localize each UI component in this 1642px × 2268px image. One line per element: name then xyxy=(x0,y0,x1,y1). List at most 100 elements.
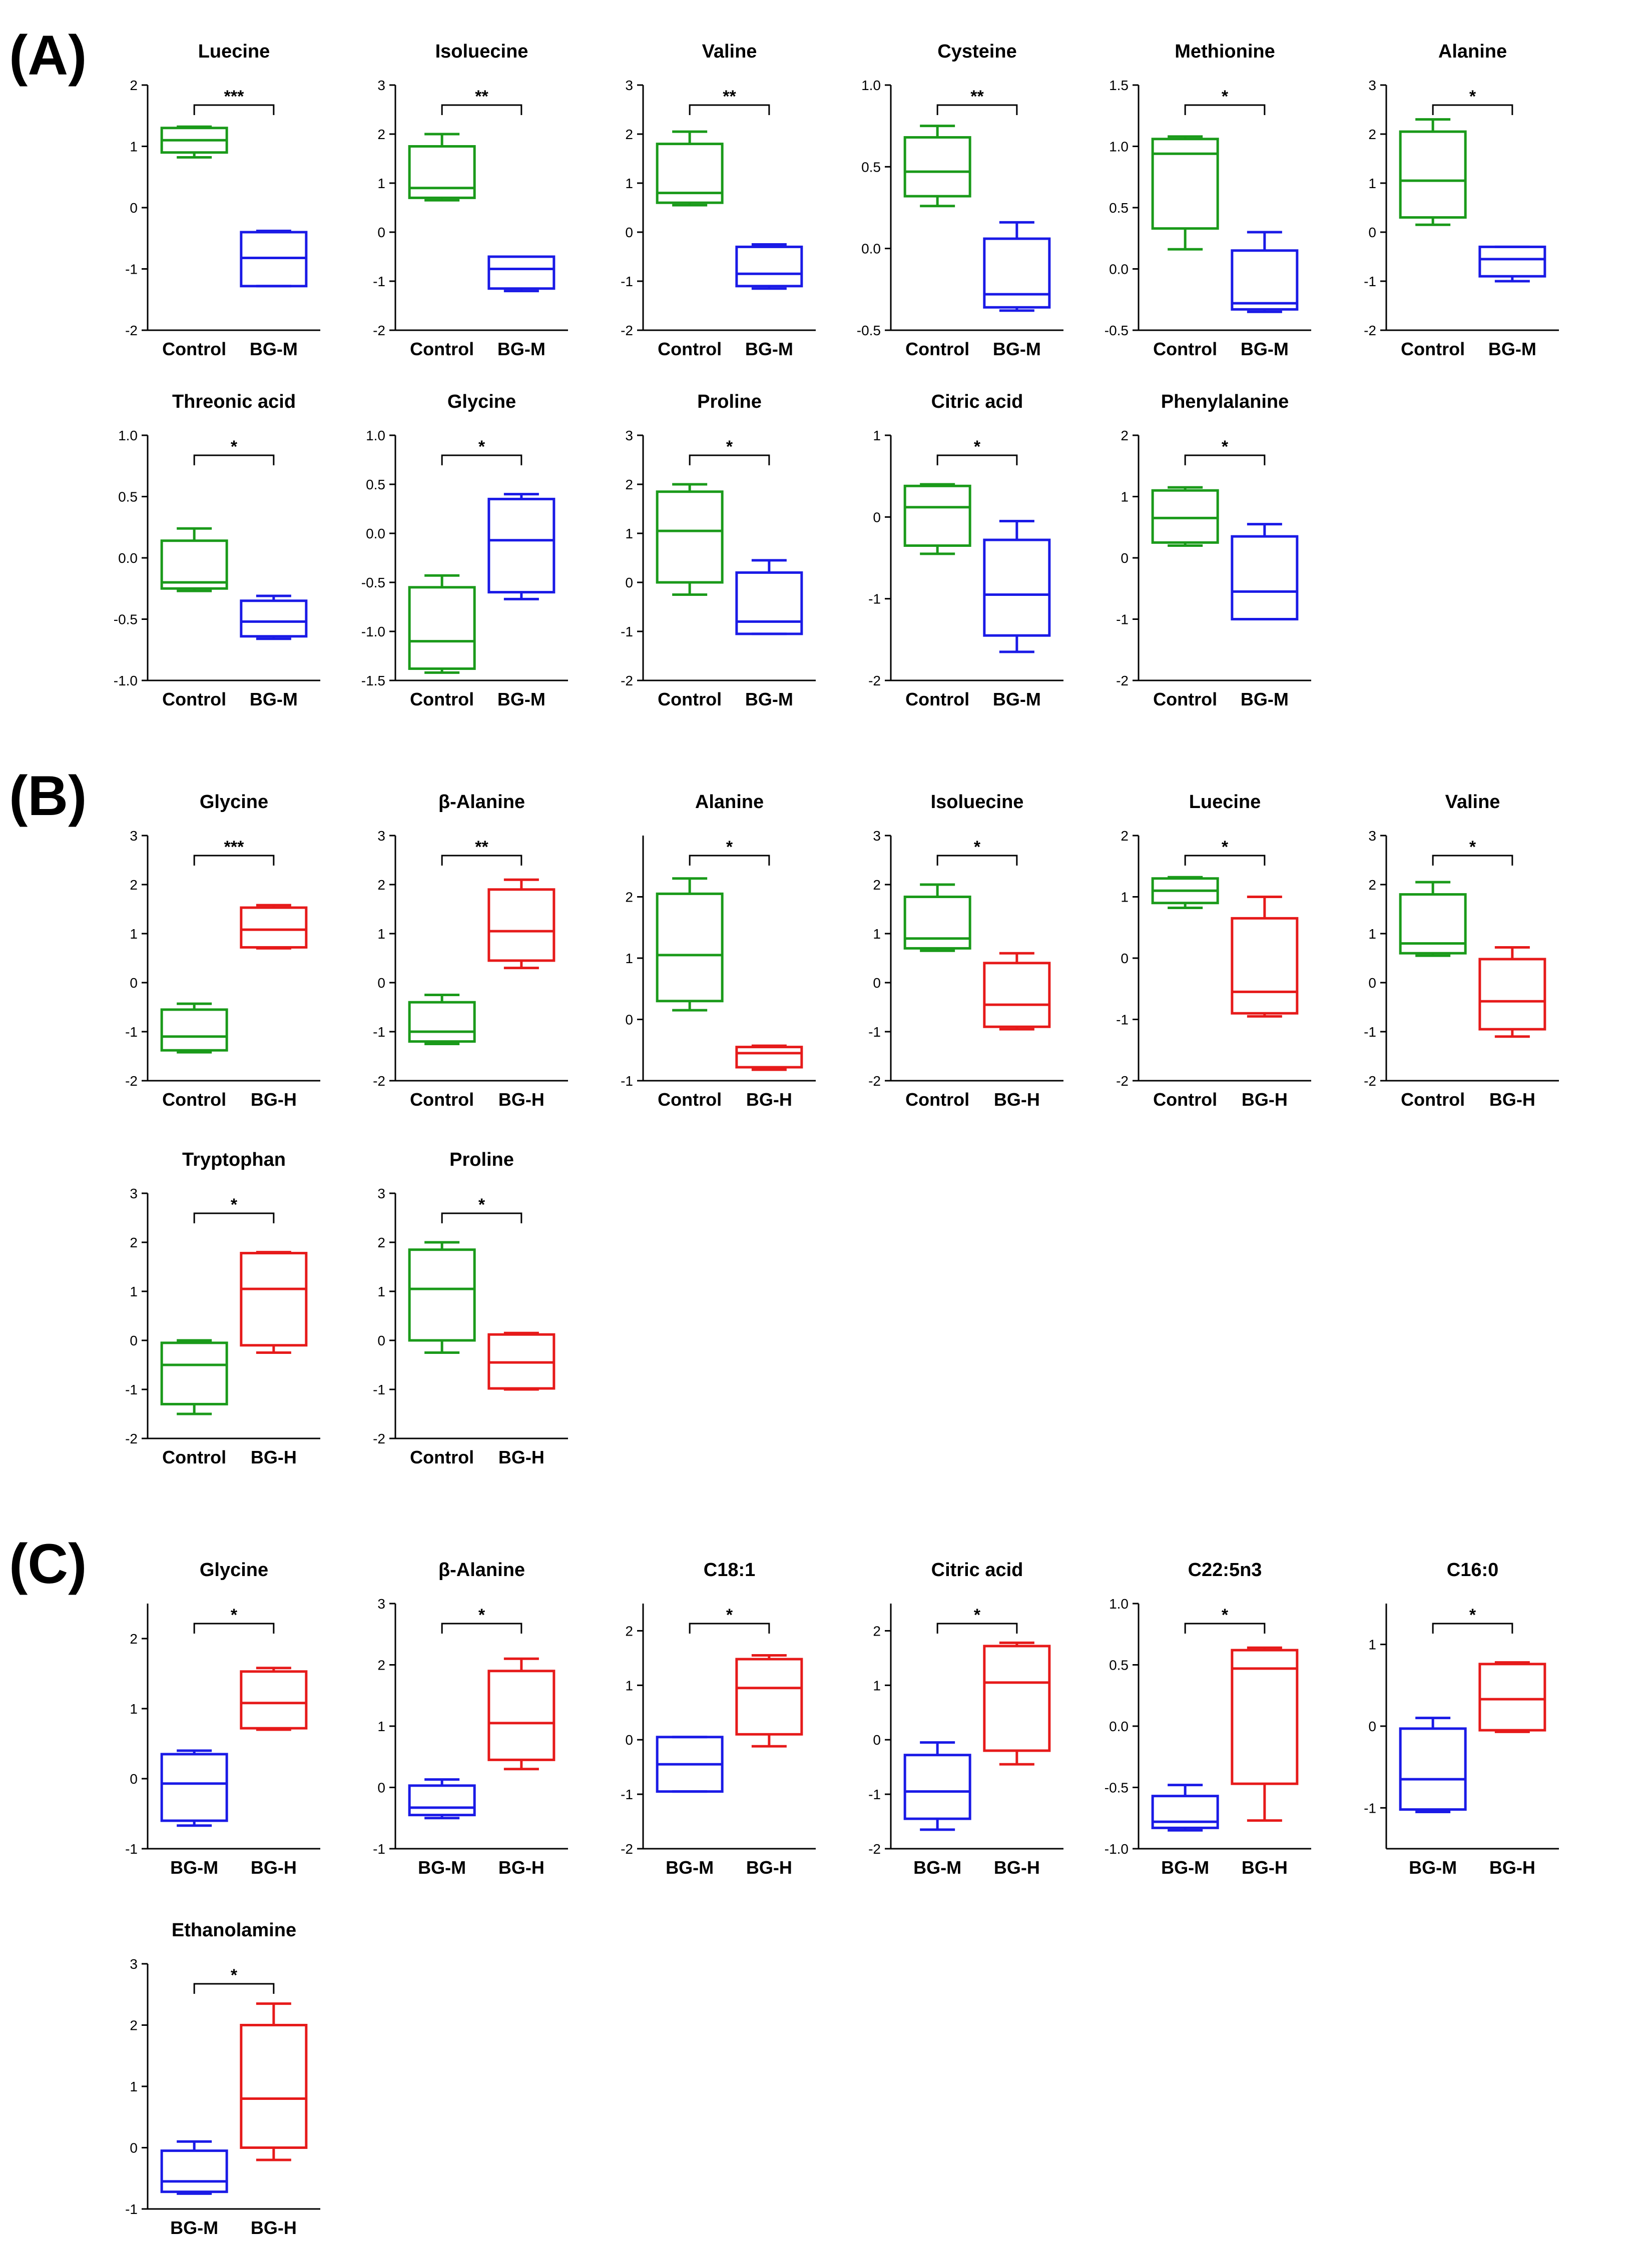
box-bg-m xyxy=(903,1741,971,1831)
y-tick-label: -1.0 xyxy=(1105,1841,1129,1857)
y-tick-label: 1 xyxy=(130,1284,138,1299)
y-tick-label: 1 xyxy=(873,1678,881,1693)
y-tick-label: -1 xyxy=(621,1073,633,1089)
y-tick-label: 0 xyxy=(873,1732,881,1748)
y-tick-label: 1 xyxy=(377,1719,385,1734)
significance-stars: * xyxy=(726,838,733,857)
chart-title: C22:5n3 xyxy=(1188,1560,1262,1581)
box-bg-h xyxy=(240,1667,308,1731)
y-tick-label: -1 xyxy=(125,262,138,277)
box-iqr xyxy=(1478,1663,1546,1732)
y-tick-label: 1 xyxy=(130,1701,138,1717)
box-iqr xyxy=(240,1252,308,1347)
significance-stars: * xyxy=(974,437,981,456)
y-tick-label: 2 xyxy=(625,477,633,492)
significance-stars: * xyxy=(231,1195,238,1214)
box-iqr xyxy=(160,1341,228,1405)
chart-0-9: Citric acid -2 -1 0 1 Control BG-M * xyxy=(868,391,1063,709)
y-tick-label: 1 xyxy=(130,2079,138,2094)
y-tick-label: 1 xyxy=(130,139,138,155)
x-tick-label: BG-M xyxy=(418,1857,466,1878)
x-tick-label: BG-M xyxy=(250,689,298,709)
y-tick-label: -1 xyxy=(868,1024,881,1040)
box-iqr xyxy=(160,2149,228,2193)
y-tick-label: 2 xyxy=(130,78,138,93)
x-tick-label: BG-M xyxy=(1241,339,1289,359)
y-tick-label: -2 xyxy=(1364,323,1376,338)
y-tick-label: 2 xyxy=(625,890,633,905)
box-control xyxy=(160,527,228,592)
x-tick-label: BG-M xyxy=(993,689,1041,709)
box-iqr xyxy=(903,136,971,198)
y-tick-label: 3 xyxy=(377,1596,385,1612)
x-tick-label: Control xyxy=(658,689,722,709)
chart-title: Cysteine xyxy=(937,41,1016,62)
significance-stars: ** xyxy=(475,838,488,857)
chart-0-7: Glycine -1.5 -1.0 -0.5 0.0 0.5 1.0 Control BG-M * xyxy=(361,391,568,709)
y-tick-label: -2 xyxy=(1116,1073,1129,1089)
chart-title: Methionine xyxy=(1175,41,1275,62)
y-tick-label: 2 xyxy=(873,877,881,893)
chart-1-5: Valine -2 -1 0 1 2 3 Control BG-H * xyxy=(1364,792,1559,1110)
box-iqr xyxy=(487,1670,556,1761)
significance-bracket xyxy=(1432,1623,1513,1634)
y-tick-label: 2 xyxy=(625,1623,633,1639)
y-tick-label: 2 xyxy=(377,877,385,893)
y-tick-label: -1 xyxy=(621,1787,633,1802)
significance-stars: * xyxy=(1222,1606,1229,1625)
box-iqr xyxy=(240,599,308,638)
chart-2-4: C22:5n3 -1.0 -0.5 0.0 0.5 1.0 BG-M BG-H * xyxy=(1105,1560,1311,1878)
significance-bracket xyxy=(1184,454,1266,465)
x-tick-label: Control xyxy=(162,1089,226,1110)
box-bg-h xyxy=(983,952,1051,1031)
chart-0-2: Valine -2 -1 0 1 2 3 Control BG-M ** xyxy=(621,41,816,359)
x-tick-label: BG-M xyxy=(1241,689,1289,709)
y-tick-label: 3 xyxy=(130,1186,138,1201)
box-control xyxy=(656,483,724,596)
significance-stars: * xyxy=(231,1606,238,1625)
y-tick-label: 1 xyxy=(625,1678,633,1693)
y-tick-label: 1 xyxy=(1368,926,1376,942)
chart-title: Valine xyxy=(1445,792,1500,813)
box-iqr xyxy=(408,586,476,670)
y-tick-label: -2 xyxy=(373,1073,385,1089)
box-bg-m xyxy=(1399,1717,1467,1813)
box-iqr xyxy=(240,2024,308,2149)
x-tick-label: BG-H xyxy=(251,2217,297,2238)
y-tick-label: 0 xyxy=(130,1333,138,1348)
significance-stars: * xyxy=(478,1195,485,1214)
box-iqr xyxy=(1231,249,1299,311)
significance-stars: *** xyxy=(224,838,244,857)
chart-title: Proline xyxy=(697,391,762,412)
significance-stars: ** xyxy=(475,87,488,106)
significance-bracket xyxy=(1432,855,1513,866)
y-tick-label: 0.5 xyxy=(366,477,385,492)
chart-2-0: Glycine -1 0 1 2 BG-M BG-H * xyxy=(125,1560,320,1878)
significance-bracket xyxy=(193,1983,275,1994)
x-tick-label: BG-H xyxy=(1242,1089,1288,1110)
significance-bracket xyxy=(689,104,770,115)
box-control xyxy=(160,1339,228,1415)
y-tick-label: 0.0 xyxy=(861,241,881,257)
box-control xyxy=(408,133,476,202)
chart-title: Isoluecine xyxy=(435,41,528,62)
y-tick-label: 2 xyxy=(130,2018,138,2033)
y-tick-label: 0.5 xyxy=(1109,1658,1129,1673)
y-tick-label: -2 xyxy=(1364,1073,1376,1089)
y-tick-label: -1 xyxy=(125,1382,138,1397)
chart-title: Isoluecine xyxy=(931,792,1024,813)
y-tick-label: 3 xyxy=(1368,78,1376,93)
y-tick-label: 2 xyxy=(377,1658,385,1673)
y-tick-label: 0 xyxy=(625,225,633,240)
y-tick-label: 1 xyxy=(130,926,138,942)
box-iqr xyxy=(1231,917,1299,1015)
y-tick-label: 0 xyxy=(377,225,385,240)
y-tick-label: -1.0 xyxy=(361,624,385,639)
x-tick-label: Control xyxy=(410,689,474,709)
significance-stars: * xyxy=(1222,87,1229,106)
chart-0-8: Proline -2 -1 0 1 2 3 Control BG-M * xyxy=(621,391,816,709)
x-tick-label: Control xyxy=(905,1089,969,1110)
chart-title: β-Alanine xyxy=(438,1560,525,1581)
y-tick-label: 1 xyxy=(625,951,633,966)
y-tick-label: 1.0 xyxy=(118,428,138,443)
